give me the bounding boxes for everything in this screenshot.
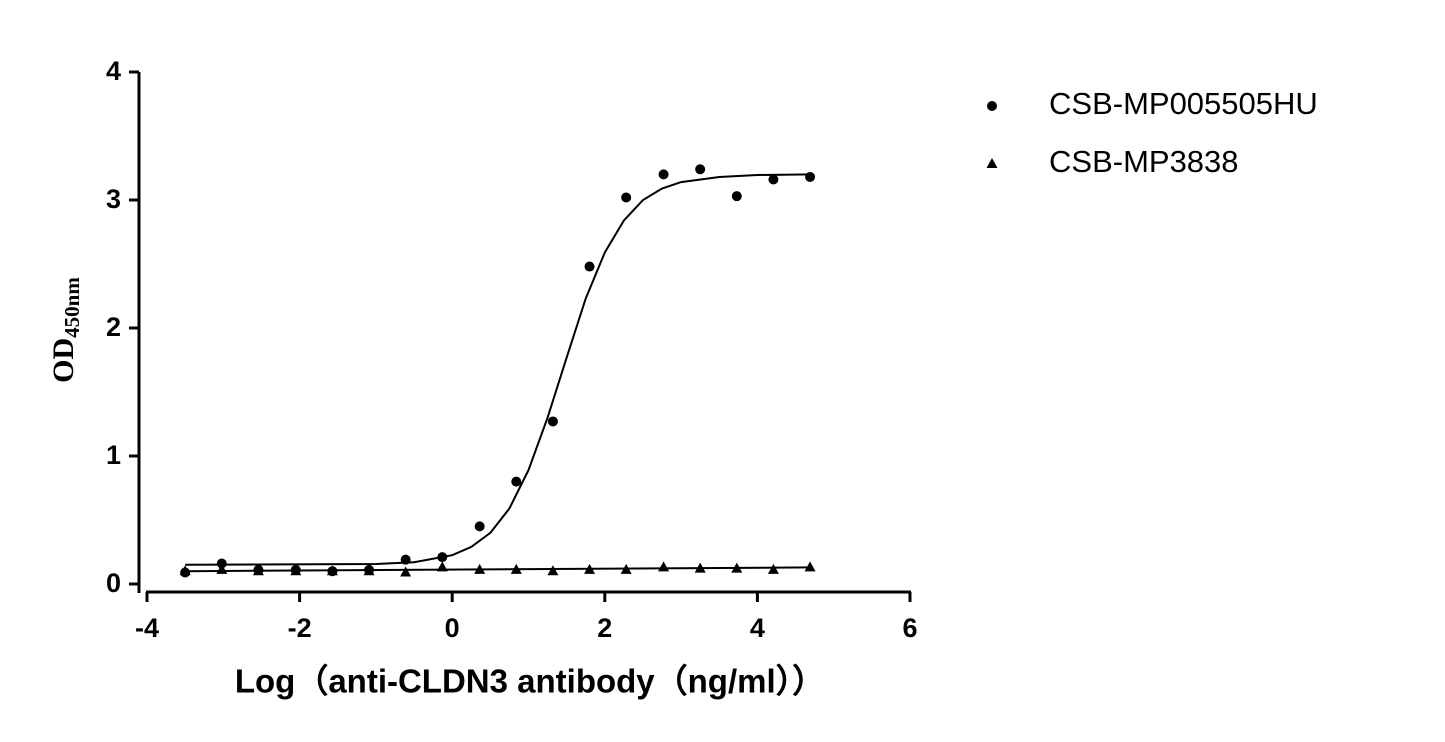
triangle-marker — [658, 561, 670, 572]
circle-marker — [658, 169, 669, 180]
x-tick-label: 2 — [597, 613, 612, 643]
triangle-marker — [694, 562, 706, 573]
triangle-marker — [620, 563, 632, 574]
circle-marker — [400, 554, 411, 565]
triangle-marker — [510, 563, 522, 574]
triangle-marker — [436, 561, 448, 572]
y-label-text: OD450nm — [47, 277, 84, 383]
circle-marker — [584, 261, 595, 272]
legend-marker — [987, 101, 997, 111]
triangle-marker — [804, 561, 816, 572]
y-tick-label: 4 — [106, 56, 121, 86]
circle-marker — [216, 558, 227, 569]
y-label-subscript: 450nm — [60, 277, 84, 338]
circle-marker — [511, 476, 522, 487]
triangle-marker — [731, 562, 743, 573]
triangle-marker — [216, 563, 228, 574]
y-tick-label: 0 — [106, 568, 121, 598]
triangle-marker — [179, 565, 191, 576]
x-tick-label: -4 — [135, 613, 159, 643]
legend-label: CSB-MP005505HU — [1049, 86, 1318, 121]
circle-marker — [547, 416, 558, 427]
circle-marker — [731, 191, 742, 202]
x-tick-label: 4 — [750, 613, 765, 643]
legend-marker — [986, 158, 998, 168]
circle-marker — [437, 552, 448, 563]
triangle-marker — [326, 565, 338, 576]
x-tick-label: 0 — [445, 613, 460, 643]
triangle-marker — [290, 565, 302, 576]
triangle-marker — [767, 563, 779, 574]
circle-marker — [695, 164, 706, 175]
y-tick-label: 2 — [106, 312, 121, 342]
x-tick-label: -2 — [288, 613, 312, 643]
triangle-marker — [252, 565, 264, 576]
circle-marker — [474, 521, 485, 532]
fit-curve — [185, 173, 811, 566]
y-tick-label: 1 — [106, 440, 121, 470]
y-label-main: OD — [47, 338, 80, 383]
circle-marker — [805, 171, 816, 182]
fit-curve — [185, 566, 811, 573]
circle-marker — [768, 174, 779, 185]
y-tick-label: 3 — [106, 184, 121, 214]
triangle-marker — [547, 565, 559, 576]
y-axis-label: OD450nm — [47, 277, 84, 383]
x-axis-label: Log（anti-CLDN3 antibody（ng/ml）） — [235, 663, 825, 700]
x-tick-label: 6 — [902, 613, 917, 643]
triangle-marker — [363, 565, 375, 576]
circle-marker — [621, 192, 632, 203]
triangle-marker — [584, 563, 596, 574]
triangle-marker — [400, 566, 412, 577]
triangle-marker — [474, 563, 486, 574]
legend-label: CSB-MP3838 — [1049, 144, 1239, 179]
